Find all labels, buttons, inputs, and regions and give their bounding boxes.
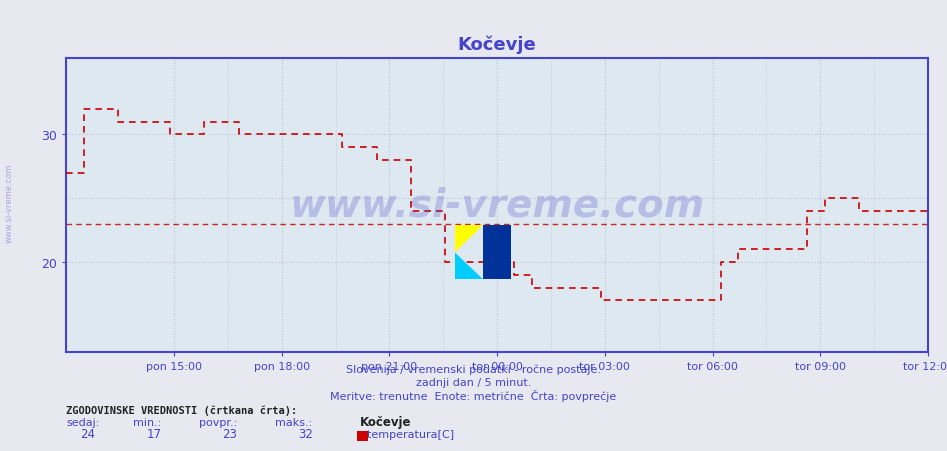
Text: Meritve: trenutne  Enote: metrične  Črta: povprečje: Meritve: trenutne Enote: metrične Črta: … bbox=[331, 389, 616, 401]
Text: min.:: min.: bbox=[133, 417, 161, 427]
Text: sedaj:: sedaj: bbox=[66, 417, 99, 427]
Title: Kočevje: Kočevje bbox=[457, 36, 537, 54]
Text: maks.:: maks.: bbox=[275, 417, 312, 427]
Text: temperatura[C]: temperatura[C] bbox=[360, 429, 454, 439]
Text: www.si-vreme.com: www.si-vreme.com bbox=[5, 163, 14, 243]
Text: 17: 17 bbox=[147, 427, 162, 440]
Text: 32: 32 bbox=[298, 427, 313, 440]
Polygon shape bbox=[455, 253, 483, 280]
Text: zadnji dan / 5 minut.: zadnji dan / 5 minut. bbox=[416, 377, 531, 387]
Text: 24: 24 bbox=[80, 427, 96, 440]
Text: 23: 23 bbox=[223, 427, 238, 440]
Text: Slovenija / vremenski podatki - ročne postaje.: Slovenija / vremenski podatki - ročne po… bbox=[346, 364, 601, 374]
Text: ZGODOVINSKE VREDNOSTI (črtkana črta):: ZGODOVINSKE VREDNOSTI (črtkana črta): bbox=[66, 404, 297, 414]
Polygon shape bbox=[455, 226, 483, 253]
Polygon shape bbox=[483, 226, 511, 280]
Text: povpr.:: povpr.: bbox=[199, 417, 237, 427]
Text: Kočevje: Kočevje bbox=[360, 415, 411, 428]
Text: www.si-vreme.com: www.si-vreme.com bbox=[290, 186, 705, 224]
